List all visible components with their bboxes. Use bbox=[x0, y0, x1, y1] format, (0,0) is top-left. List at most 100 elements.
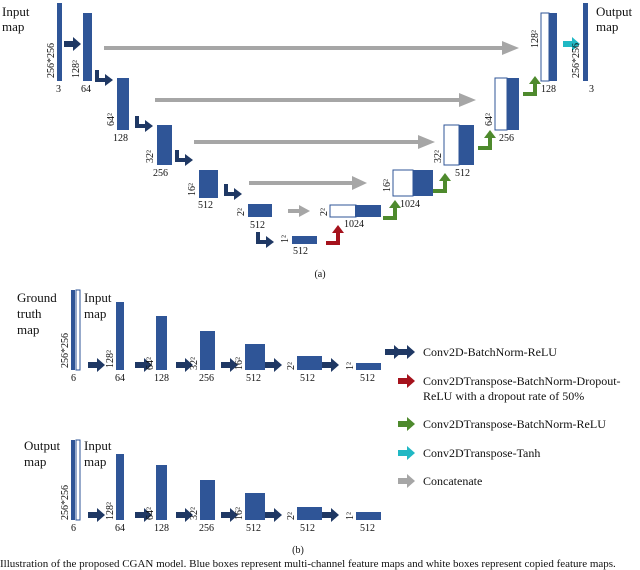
row1-dim-3: 32² bbox=[189, 357, 200, 370]
row2-ch-6: 512 bbox=[360, 523, 375, 534]
row2-dim-3: 32² bbox=[189, 507, 200, 520]
dec-dim-4: 64² bbox=[484, 113, 495, 126]
transpose-arrow-1 bbox=[383, 200, 401, 220]
row1-dim-4: 16² bbox=[234, 357, 245, 370]
dec-ch-1: 1024 bbox=[344, 219, 364, 230]
row1-ch-1: 64 bbox=[115, 373, 125, 384]
row2-block-6 bbox=[356, 512, 381, 520]
enc-block-2 bbox=[117, 78, 129, 130]
row2-dim-2: 64² bbox=[145, 507, 156, 520]
enc-dim-0: 256*256 bbox=[46, 43, 57, 78]
dec-ch-4: 256 bbox=[499, 133, 514, 144]
enc-block-4 bbox=[199, 170, 218, 198]
enc-dim-6: 1² bbox=[280, 235, 291, 243]
row1-side-label-line2: truth bbox=[17, 306, 42, 321]
transpose-arrows bbox=[383, 76, 541, 220]
dec-block-2-copy bbox=[392, 169, 414, 197]
enc-ch-3: 256 bbox=[153, 168, 168, 179]
legend-label-transpose-dropout-line2: ReLU with a dropout rate of 50% bbox=[423, 389, 584, 403]
row2-block-1 bbox=[116, 454, 124, 520]
enc-ch-0: 3 bbox=[56, 84, 61, 95]
row1-dim-5: 2² bbox=[286, 362, 297, 370]
figure-caption: Illustration of the proposed CGAN model.… bbox=[0, 558, 616, 570]
concat-arrow-2 bbox=[155, 93, 476, 107]
enc-block-5 bbox=[248, 204, 272, 217]
row2-dim-6: 1² bbox=[345, 512, 356, 520]
conv-step-3 bbox=[175, 150, 193, 166]
row1-dim-1: 128² bbox=[105, 350, 116, 368]
row2-first-dim: 256*256 bbox=[60, 485, 71, 520]
dec-block-4 bbox=[507, 78, 519, 130]
legend-label-transpose-dropout-line1: Conv2DTranspose-BatchNorm-Dropout- bbox=[423, 374, 621, 388]
row2-block-4 bbox=[245, 493, 265, 520]
legend-item-transpose-dropout: Conv2DTranspose-BatchNorm-Dropout- ReLU … bbox=[398, 374, 621, 403]
row1-block-6 bbox=[356, 363, 381, 370]
row1-block-4 bbox=[245, 344, 265, 370]
row2-dim-1: 128² bbox=[105, 502, 116, 520]
dec-block-1-copy bbox=[329, 204, 357, 218]
enc-ch-1: 64 bbox=[81, 84, 91, 95]
input-map-label-line1: Input bbox=[2, 4, 30, 19]
enc-dim-1: 128² bbox=[71, 60, 82, 78]
row2-input-label-line1: Input bbox=[84, 438, 112, 453]
transpose-arrow-3 bbox=[478, 130, 496, 150]
row1-side-label-line1: Ground bbox=[17, 290, 57, 305]
row1-first-dim: 256*256 bbox=[60, 333, 71, 368]
enc-dim-2: 64² bbox=[106, 113, 117, 126]
concat-arrow-1 bbox=[104, 41, 519, 55]
conv-step-2 bbox=[135, 116, 153, 132]
conv-step-4 bbox=[224, 184, 242, 200]
panel-b: Ground truth map Input map 256*256 6 bbox=[17, 289, 621, 556]
row1-ch-3: 256 bbox=[199, 373, 214, 384]
row2-ch-3: 256 bbox=[199, 523, 214, 534]
legend-label-concat: Concatenate bbox=[423, 474, 482, 488]
row1-dim-2: 64² bbox=[145, 357, 156, 370]
row1-block-3 bbox=[200, 331, 215, 370]
legend-label-conv: Conv2D-BatchNorm-ReLU bbox=[423, 345, 557, 359]
legend-item-transpose: Conv2DTranspose-BatchNorm-ReLU bbox=[398, 417, 606, 431]
row2-block-2 bbox=[156, 465, 167, 520]
dec-block-2 bbox=[413, 170, 433, 196]
dec-block-5 bbox=[549, 13, 557, 81]
enc-ch-2: 128 bbox=[113, 133, 128, 144]
row1-ch-4: 512 bbox=[246, 373, 261, 384]
row1-block-5 bbox=[297, 356, 322, 370]
legend-item-concat: Concatenate bbox=[398, 474, 482, 488]
enc-dim-4: 16² bbox=[187, 183, 198, 196]
concat-arrow-4 bbox=[249, 176, 367, 190]
discriminator-row-2: Output map Input map 256*256 6 bbox=[24, 438, 381, 534]
row2-input-label-line2: map bbox=[84, 454, 106, 469]
enc-block-3 bbox=[157, 125, 172, 165]
row1-input-label-line1: Input bbox=[84, 290, 112, 305]
concat-arrow-3 bbox=[194, 135, 435, 149]
row2-first-ch: 6 bbox=[71, 523, 76, 534]
panel-b-caption: (b) bbox=[292, 545, 304, 556]
row2-ch-4: 512 bbox=[246, 523, 261, 534]
transpose-arrow-2 bbox=[433, 173, 451, 193]
row1-dim-6: 1² bbox=[345, 362, 356, 370]
legend-arrow-transpose bbox=[398, 417, 415, 431]
row2-side-label-line1: Output bbox=[24, 438, 61, 453]
row2-input-block-a bbox=[71, 440, 75, 520]
legend-item-tanh: Conv2DTranspose-Tanh bbox=[398, 446, 540, 460]
enc-ch-5: 512 bbox=[250, 220, 265, 231]
legend-item-conv: Conv2D-BatchNorm-ReLU bbox=[398, 345, 557, 359]
panel-a-caption: (a) bbox=[314, 269, 325, 280]
row2-block-3 bbox=[200, 480, 215, 520]
legend-label-transpose: Conv2DTranspose-BatchNorm-ReLU bbox=[423, 417, 606, 431]
dec-block-output bbox=[583, 3, 588, 81]
dec-block-3-copy bbox=[443, 124, 460, 166]
row1-ch-2: 128 bbox=[154, 373, 169, 384]
legend-label-tanh: Conv2DTranspose-Tanh bbox=[423, 446, 540, 460]
row1-input-block-b bbox=[75, 289, 81, 371]
legend-arrow-tanh bbox=[398, 446, 415, 460]
dec-block-4-copy bbox=[494, 77, 508, 131]
enc-dim-3: 32² bbox=[145, 150, 156, 163]
panel-a: Input map Output map bbox=[2, 3, 633, 280]
row2-dim-4: 16² bbox=[234, 507, 245, 520]
conv-step-1 bbox=[95, 70, 113, 86]
row2-ch-1: 64 bbox=[115, 523, 125, 534]
row2-block-5 bbox=[297, 507, 322, 520]
concat-arrows bbox=[104, 41, 519, 217]
